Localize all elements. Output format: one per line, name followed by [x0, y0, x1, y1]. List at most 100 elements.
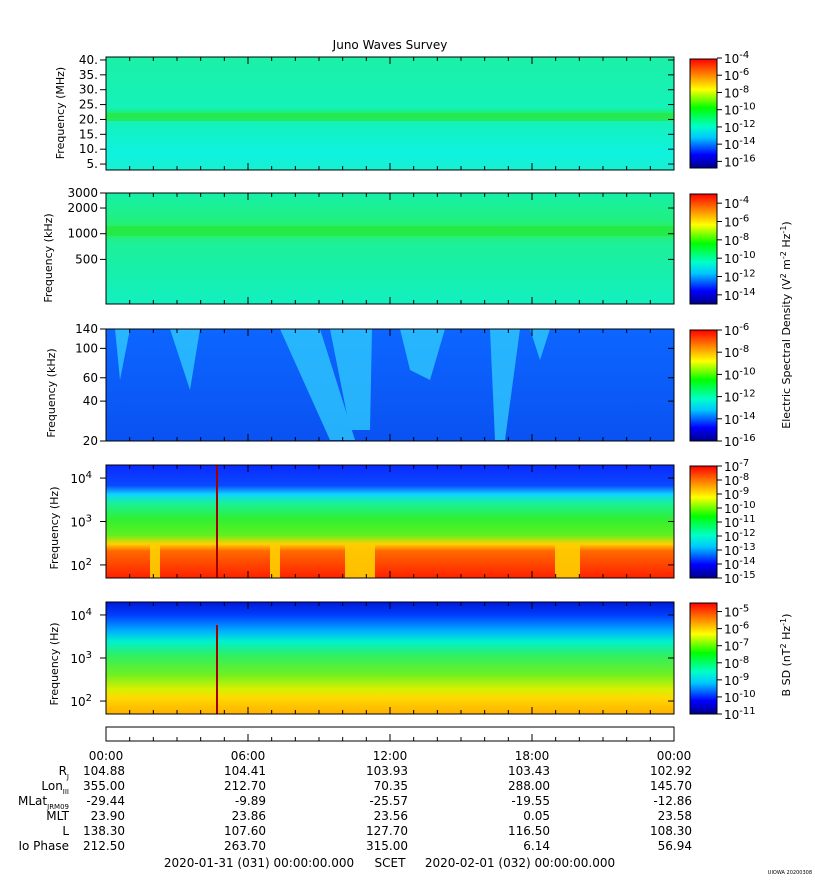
y-tick-label: 3000	[67, 186, 98, 200]
colorbar-5	[689, 602, 718, 715]
tick-label: 10-4	[724, 195, 749, 211]
tick-label: 10-16	[724, 433, 756, 449]
colorbar-1	[689, 58, 718, 169]
ephemeris-value: 104.41	[224, 764, 266, 778]
tick-label: 10-11	[724, 706, 756, 722]
ephemeris-value: 138.30	[83, 824, 125, 838]
tick-label: 103	[70, 650, 92, 666]
tick-label: 10-14	[724, 287, 756, 303]
tick-label: 10-14	[724, 411, 756, 427]
panel-4: 102 103 104 Frequency (Hz) 10-1510-1410-13…	[48, 458, 756, 586]
colorbar-2	[689, 193, 718, 305]
ephemeris-value: 70.35	[374, 779, 408, 793]
ephemeris-value: 355.00	[83, 779, 125, 793]
panel-5-spectrogram	[106, 602, 674, 714]
tick-label: 10-10	[724, 366, 756, 382]
tick-label: 10-4	[724, 50, 749, 66]
footer-stamp: UIOWA 20200308	[768, 870, 812, 876]
y-tick-label: 20	[83, 434, 98, 448]
tick-label: 10-7	[724, 638, 749, 654]
ephemeris-value: 127.70	[366, 824, 408, 838]
panel-1: 5.10.15.20.25.30.35.40. Frequency (MHz) …	[54, 50, 756, 171]
tick-label: 10-16	[724, 153, 756, 169]
panel-4-spectrogram	[106, 465, 674, 578]
ephemeris-value: 104.88	[83, 764, 125, 778]
panel-5-spike	[216, 625, 218, 714]
tick-label: 10-11	[724, 514, 756, 530]
tick-label: 104	[70, 607, 92, 623]
ephemeris-value: 116.50	[508, 824, 550, 838]
panel-2-x-ticks	[105, 193, 675, 304]
panel-2-spectrogram	[106, 193, 674, 304]
tick-label: 104	[70, 470, 92, 486]
panel-5-y-ticks: 102 103 104	[70, 607, 674, 709]
tick-label: 10-6	[724, 214, 749, 230]
y-tick-label: 35.	[79, 68, 98, 82]
tick-label: 10-12	[724, 389, 756, 405]
ephemeris-label: MLT	[46, 809, 69, 823]
time-label: 18:00	[515, 749, 550, 763]
ephemeris-value: 212.70	[224, 779, 266, 793]
ephemeris-value: -12.86	[653, 794, 692, 808]
colorbar-label-electric: Electric Spectral Density (V2 m-2 Hz-1)	[779, 221, 793, 428]
panel-2-band	[106, 226, 674, 236]
tick-label: 10-8	[724, 344, 749, 360]
panel-4-dropouts	[150, 545, 580, 578]
tick-label: 10-5	[724, 604, 749, 620]
tick-label: 10-9	[724, 672, 749, 688]
ephemeris-value: 288.00	[508, 779, 550, 793]
y-tick-label: 1000	[67, 227, 98, 241]
panel-4-x-ticks	[105, 465, 675, 578]
y-tick-label: 40.	[79, 53, 98, 67]
y-tick-label: 10.	[79, 142, 98, 156]
tick-label: 10-12	[724, 528, 756, 544]
panel-4-spike	[216, 465, 218, 578]
tick-label: 10-13	[724, 542, 756, 558]
ephemeris-value: 23.58	[658, 809, 692, 823]
ephemeris-label: MLatJRM09	[18, 794, 69, 811]
panel-5-x-ticks	[105, 602, 675, 714]
tick-label: 10-10	[724, 102, 756, 118]
chart-title: Juno Waves Survey	[332, 38, 448, 52]
panel-2-ylabel: Frequency (kHz)	[42, 213, 55, 302]
panel-4-y-ticks: 102 103 104	[70, 470, 674, 573]
ephemeris-value: 23.56	[374, 809, 408, 823]
footer-end: 2020-02-01 (032) 00:00:00.000	[425, 856, 615, 870]
time-label: 00:00	[657, 749, 692, 763]
ephemeris-value: -25.57	[369, 794, 408, 808]
ephemeris-value: 315.00	[366, 839, 408, 853]
tick-label: 102	[70, 693, 92, 709]
ephemeris-label: LonIII	[41, 779, 69, 796]
tick-label: 10-6	[724, 67, 749, 83]
panel-1-ylabel: Frequency (MHz)	[54, 67, 67, 159]
tick-label: 10-8	[724, 655, 749, 671]
colorbar-4-ticks: 10-1510-1410-1310-1210-1110-1010-910-810…	[717, 458, 756, 586]
ephemeris-value: 263.70	[224, 839, 266, 853]
tick-label: 10-8	[724, 232, 749, 248]
time-label: 06:00	[231, 749, 266, 763]
ephemeris-value: 6.14	[523, 839, 550, 853]
panel-3-emission-streaks	[115, 329, 550, 440]
ephemeris-value: 103.93	[366, 764, 408, 778]
panel-1-x-ticks	[105, 57, 675, 170]
tick-label: 10-10	[724, 689, 756, 705]
y-tick-label: 5.	[87, 157, 98, 171]
panel-3-x-ticks	[105, 329, 675, 441]
y-tick-label: 500	[75, 252, 98, 266]
ephemeris-value: 108.30	[650, 824, 692, 838]
y-tick-label: 40	[83, 394, 98, 408]
y-tick-label: 20.	[79, 112, 98, 126]
ephemeris-label: RJ	[59, 764, 69, 781]
time-label: 12:00	[373, 749, 408, 763]
y-tick-label: 15.	[79, 127, 98, 141]
y-tick-label: 30.	[79, 83, 98, 97]
panel-1-y-ticks: 5.10.15.20.25.30.35.40.	[79, 53, 674, 171]
ephemeris-value: -19.55	[511, 794, 550, 808]
tick-label: 103	[70, 514, 92, 530]
